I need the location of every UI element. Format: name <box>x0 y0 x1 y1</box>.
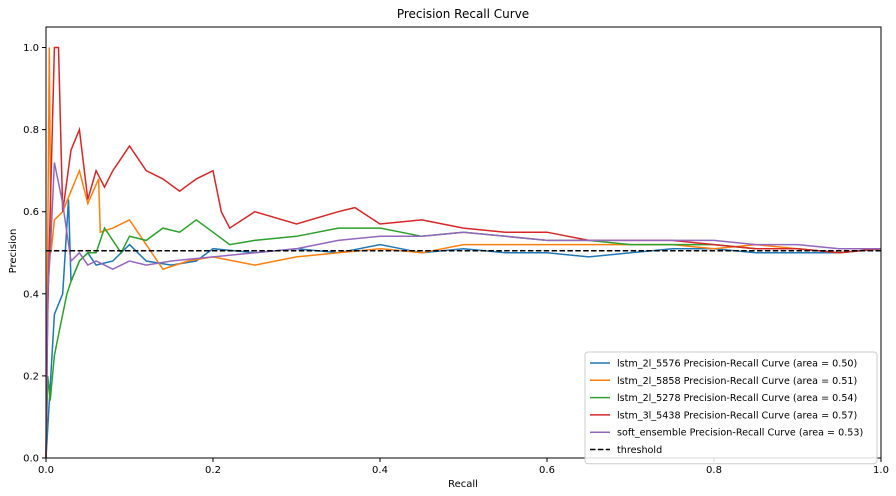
y-tick-label: 0.8 <box>23 125 39 136</box>
y-tick-label: 0.4 <box>23 289 39 300</box>
x-tick-label: 0.2 <box>205 465 221 476</box>
legend-entry: lstm_3l_5438 Precision-Recall Curve (are… <box>617 410 857 421</box>
series-line-3 <box>45 218 882 459</box>
y-tick-label: 1.0 <box>23 43 39 54</box>
legend-entry: lstm_2l_5858 Precision-Recall Curve (are… <box>617 376 857 387</box>
x-tick-label: 0.0 <box>38 465 54 476</box>
x-axis-label: Recall <box>448 479 478 490</box>
x-tick-label: 0.8 <box>706 465 722 476</box>
y-axis-label: Precision <box>8 229 19 274</box>
axes: 0.0 0.2 0.4 0.6 0.8 1.0 0.0 0.2 0.4 0.6 0.8 1.0 <box>23 26 889 476</box>
y-tick-label: 0.0 <box>23 454 39 465</box>
legend-box <box>584 351 878 465</box>
legend: lstm_2l_5576 Precision-Recall Curve (are… <box>584 351 878 465</box>
y-tick-label: 0.6 <box>23 207 39 218</box>
legend-entry: lstm_2l_5576 Precision-Recall Curve (are… <box>617 359 857 370</box>
y-tick-label: 0.2 <box>23 371 39 382</box>
x-tick-label: 0.4 <box>372 465 388 476</box>
legend-entry: soft_ensemble Precision-Recall Curve (ar… <box>617 428 863 439</box>
chart-title: Precision Recall Curve <box>397 7 529 21</box>
plot-area <box>45 46 882 459</box>
axes-frame <box>45 26 882 459</box>
series-line-5 <box>45 162 881 459</box>
legend-entry: threshold <box>617 445 662 456</box>
legend-entry: lstm_2l_5278 Precision-Recall Curve (are… <box>617 393 857 404</box>
x-tick-label: 0.6 <box>539 465 555 476</box>
x-tick-label: 1.0 <box>873 465 889 476</box>
